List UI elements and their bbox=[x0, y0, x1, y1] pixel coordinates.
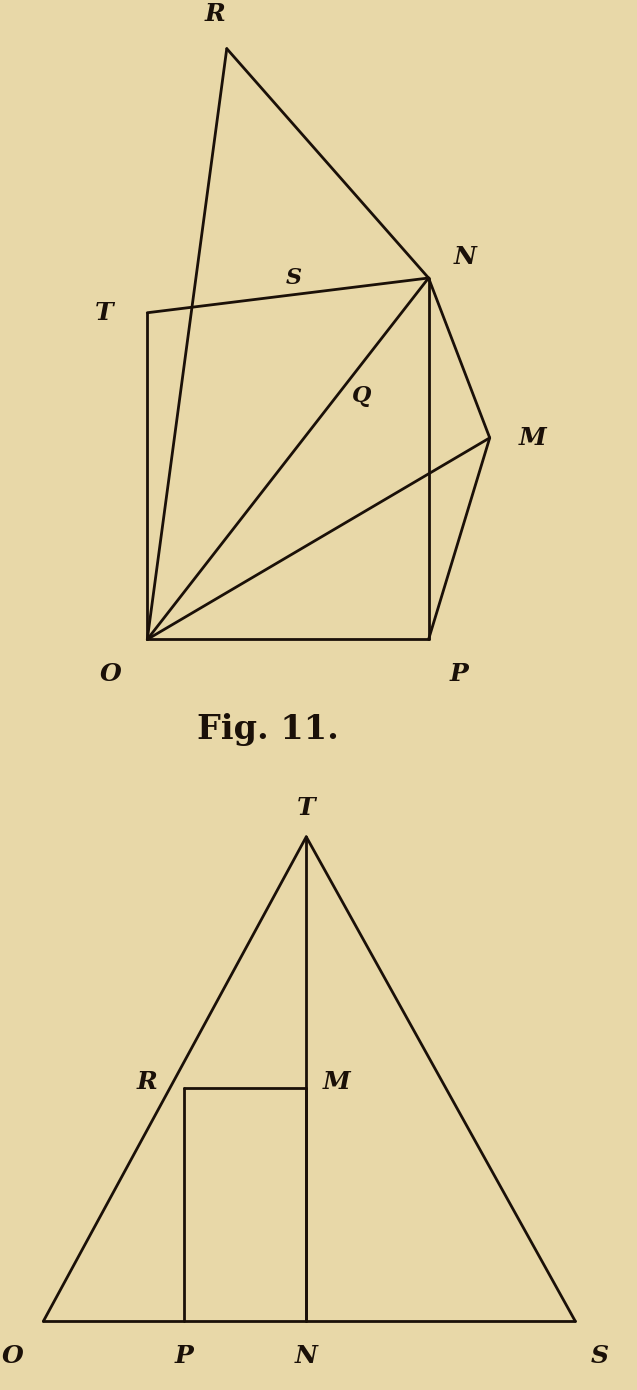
Text: R: R bbox=[137, 1070, 157, 1094]
Text: N: N bbox=[454, 245, 476, 270]
Text: R: R bbox=[204, 1, 225, 26]
Text: Fig. 11.: Fig. 11. bbox=[197, 713, 338, 746]
Text: S: S bbox=[590, 1344, 609, 1368]
Text: N: N bbox=[295, 1344, 318, 1368]
Text: M: M bbox=[323, 1070, 350, 1094]
Text: O: O bbox=[100, 662, 122, 687]
Text: T: T bbox=[95, 300, 114, 325]
Text: P: P bbox=[450, 662, 469, 687]
Text: M: M bbox=[519, 425, 547, 450]
Text: P: P bbox=[175, 1344, 194, 1368]
Text: T: T bbox=[297, 795, 315, 820]
Text: O: O bbox=[2, 1344, 24, 1368]
Text: S: S bbox=[286, 267, 302, 289]
Text: Q: Q bbox=[352, 385, 371, 407]
